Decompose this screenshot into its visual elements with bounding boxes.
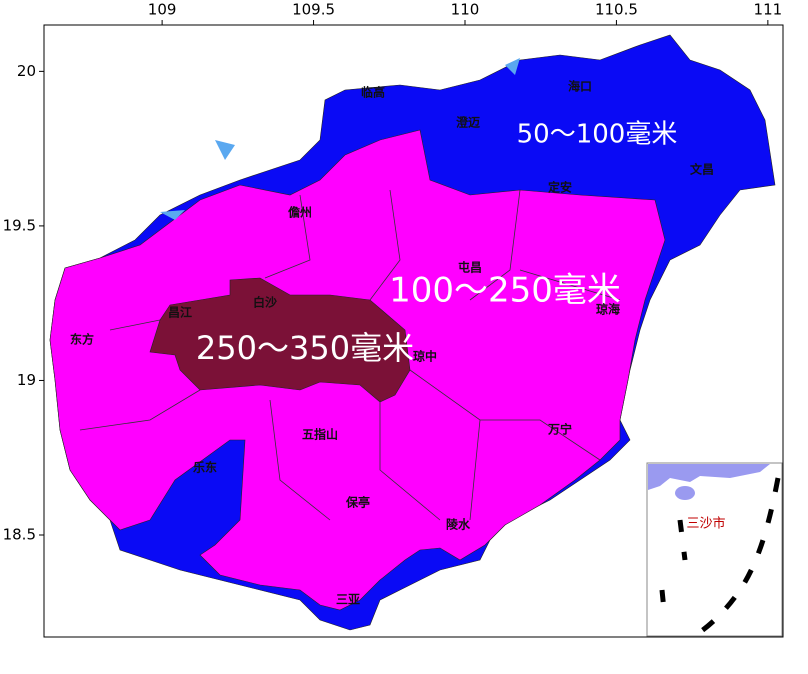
city-label: 白沙 — [253, 295, 277, 310]
city-label: 万宁 — [547, 422, 572, 437]
city-label: 儋州 — [288, 205, 312, 220]
x-tick-label: 110 — [451, 1, 480, 19]
city-label: 屯昌 — [458, 260, 482, 275]
x-tick-label: 109.5 — [292, 1, 335, 19]
inset: 三沙市 — [646, 462, 783, 637]
city-label: 定安 — [548, 180, 572, 195]
zone-label: 250～350毫米 — [196, 329, 414, 367]
land — [49, 34, 776, 631]
y-tick-label: 18.5 — [3, 526, 36, 544]
city-label: 昌江 — [168, 305, 192, 320]
city-label: 陵水 — [446, 517, 471, 532]
inset-boundary — [698, 477, 781, 635]
y-tick-label: 19.5 — [3, 216, 36, 234]
zone-label: 100～250毫米 — [389, 271, 621, 311]
y-tick-label: 20 — [17, 62, 36, 80]
city-label: 文昌 — [690, 162, 714, 177]
city-label: 澄迈 — [456, 115, 480, 130]
inset-label: 三沙市 — [686, 516, 725, 532]
zone-label: 50～100毫米 — [517, 120, 678, 150]
city-label: 三亚 — [336, 593, 360, 607]
city-label: 临高 — [361, 85, 385, 100]
city-label: 保亭 — [345, 495, 370, 510]
y-tick-label: 19 — [17, 371, 36, 389]
inset-boundary — [659, 519, 688, 611]
inset-island — [675, 486, 695, 500]
county-borders — [79, 189, 621, 521]
city-label: 五指山 — [302, 427, 338, 442]
city-label: 乐东 — [193, 460, 217, 475]
inset-land — [648, 464, 770, 490]
x-tick-label: 110.5 — [595, 1, 638, 19]
x-tick-label: 109 — [148, 1, 177, 19]
city-label: 琼海 — [596, 302, 620, 317]
city-label: 东方 — [70, 332, 94, 347]
city-label: 琼中 — [413, 349, 437, 364]
city-label: 海口 — [568, 79, 592, 94]
x-tick-label: 111 — [754, 1, 783, 19]
rainfall-zone — [149, 277, 411, 403]
